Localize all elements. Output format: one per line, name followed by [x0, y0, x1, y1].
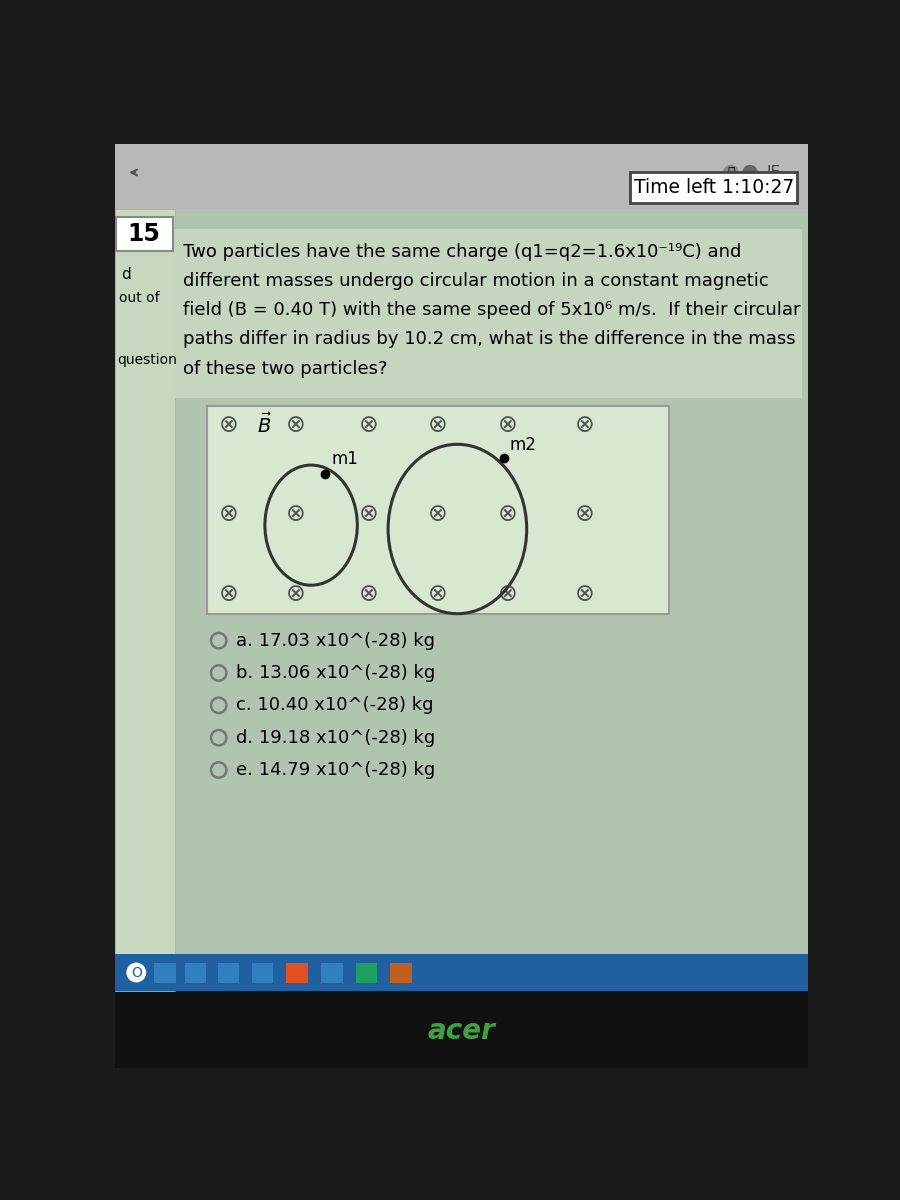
FancyBboxPatch shape — [630, 172, 797, 203]
Bar — [175, 229, 803, 398]
Text: of these two particles?: of these two particles? — [183, 360, 387, 378]
Text: ⊗: ⊗ — [428, 502, 448, 526]
Bar — [115, 210, 175, 991]
Text: $\vec{B}$: $\vec{B}$ — [257, 413, 273, 437]
Bar — [115, 991, 808, 1068]
Bar — [115, 954, 808, 991]
Text: ⊗: ⊗ — [219, 413, 238, 437]
FancyBboxPatch shape — [207, 406, 669, 613]
Text: Time left 1:10:27: Time left 1:10:27 — [634, 178, 794, 197]
Text: O: O — [130, 966, 141, 979]
Text: d: d — [121, 268, 130, 282]
Bar — [218, 962, 239, 983]
Text: 15: 15 — [128, 222, 160, 246]
Text: acer: acer — [428, 1018, 495, 1045]
Circle shape — [742, 164, 758, 180]
Text: ⊗: ⊗ — [219, 582, 238, 606]
Text: a. 17.03 x10^(-28) kg: a. 17.03 x10^(-28) kg — [236, 631, 435, 649]
Text: ⊗: ⊗ — [359, 582, 379, 606]
Bar — [356, 962, 377, 983]
Bar — [321, 962, 343, 983]
Bar — [154, 962, 176, 983]
Text: different masses undergo circular motion in a constant magnetic: different masses undergo circular motion… — [183, 272, 769, 290]
Text: ⊗: ⊗ — [574, 413, 594, 437]
Text: ⊗: ⊗ — [286, 502, 306, 526]
Text: ⊗: ⊗ — [428, 413, 448, 437]
Text: IE: IE — [766, 164, 780, 180]
Text: ⊗: ⊗ — [574, 502, 594, 526]
Text: Two particles have the same charge (q1=q2=1.6x10⁻¹⁹C) and: Two particles have the same charge (q1=q… — [183, 242, 741, 260]
Circle shape — [723, 164, 738, 180]
Bar — [184, 962, 206, 983]
Text: out of: out of — [119, 290, 159, 305]
Text: ⊗: ⊗ — [219, 502, 238, 526]
Text: ⊗: ⊗ — [428, 582, 448, 606]
Text: paths differ in radius by 10.2 cm, what is the difference in the mass: paths differ in radius by 10.2 cm, what … — [183, 330, 795, 348]
Bar — [286, 962, 308, 983]
Text: b. 13.06 x10^(-28) kg: b. 13.06 x10^(-28) kg — [236, 664, 435, 682]
Text: c. 10.40 x10^(-28) kg: c. 10.40 x10^(-28) kg — [236, 696, 433, 714]
Bar — [115, 210, 808, 991]
Bar — [115, 144, 808, 210]
Circle shape — [127, 964, 146, 982]
Bar — [391, 962, 412, 983]
Text: m2: m2 — [509, 437, 536, 455]
Bar — [252, 962, 274, 983]
Text: ⊗: ⊗ — [498, 582, 518, 606]
Text: ⊗: ⊗ — [286, 413, 306, 437]
Text: field (B = 0.40 T) with the same speed of 5x10⁶ m/s.  If their circular: field (B = 0.40 T) with the same speed o… — [183, 301, 800, 319]
Text: e. 14.79 x10^(-28) kg: e. 14.79 x10^(-28) kg — [236, 761, 435, 779]
Text: 🔔: 🔔 — [727, 166, 734, 179]
Text: question: question — [117, 353, 177, 367]
Text: ⊗: ⊗ — [359, 413, 379, 437]
Text: ⊗: ⊗ — [574, 582, 594, 606]
Text: ⊗: ⊗ — [498, 502, 518, 526]
Text: ⊗: ⊗ — [286, 582, 306, 606]
Text: d. 19.18 x10^(-28) kg: d. 19.18 x10^(-28) kg — [236, 728, 435, 746]
FancyBboxPatch shape — [115, 217, 173, 251]
Text: m1: m1 — [331, 450, 358, 468]
Text: ⊗: ⊗ — [359, 502, 379, 526]
Text: ⊗: ⊗ — [498, 413, 518, 437]
